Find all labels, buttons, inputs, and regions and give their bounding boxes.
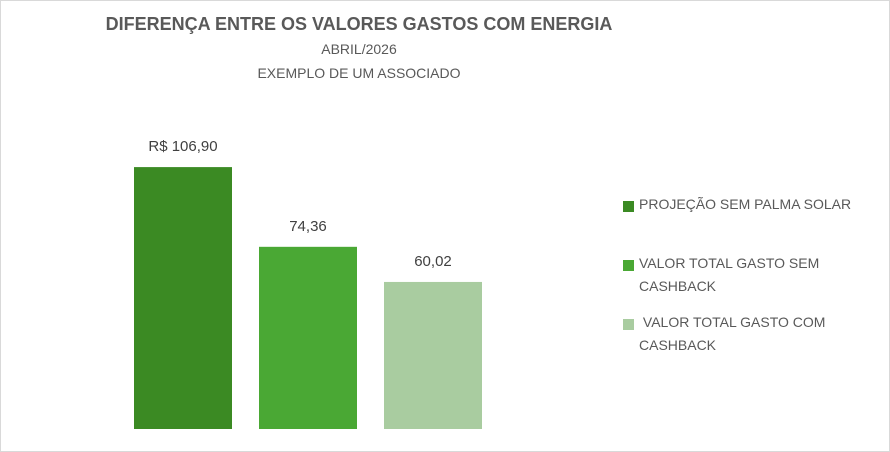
- legend-swatch-3: [623, 319, 634, 330]
- chart-subtitle-period: ABRIL/2026: [321, 41, 397, 57]
- bar-3-data-label: 60,02: [414, 253, 452, 270]
- bar-1-data-label: R$ 106,90: [148, 138, 217, 155]
- chart-subtitle-example: EXEMPLO DE UM ASSOCIADO: [257, 65, 461, 81]
- bar-2: [259, 246, 357, 429]
- legend-swatch-1: [623, 201, 634, 212]
- legend-item-1: PROJEÇÃO SEM PALMA SOLAR: [623, 196, 851, 216]
- bar-3: [384, 281, 482, 429]
- legend-label-1: PROJEÇÃO SEM PALMA SOLAR: [639, 196, 852, 212]
- bar-1: [134, 167, 232, 429]
- legend-label-2: VALOR TOTAL GASTO SEM CASHBACK: [639, 255, 824, 294]
- legend-item-3: VALOR TOTAL GASTO COM CASHBACK: [623, 314, 889, 357]
- legend-item-2: VALOR TOTAL GASTO SEM CASHBACK: [623, 255, 889, 298]
- legend-swatch-2: [623, 260, 634, 271]
- bar-2-data-label: 74,36: [289, 218, 327, 235]
- legend-label-3: VALOR TOTAL GASTO COM CASHBACK: [639, 314, 830, 353]
- chart-title: DIFERENÇA ENTRE OS VALORES GASTOS COM EN…: [105, 14, 613, 34]
